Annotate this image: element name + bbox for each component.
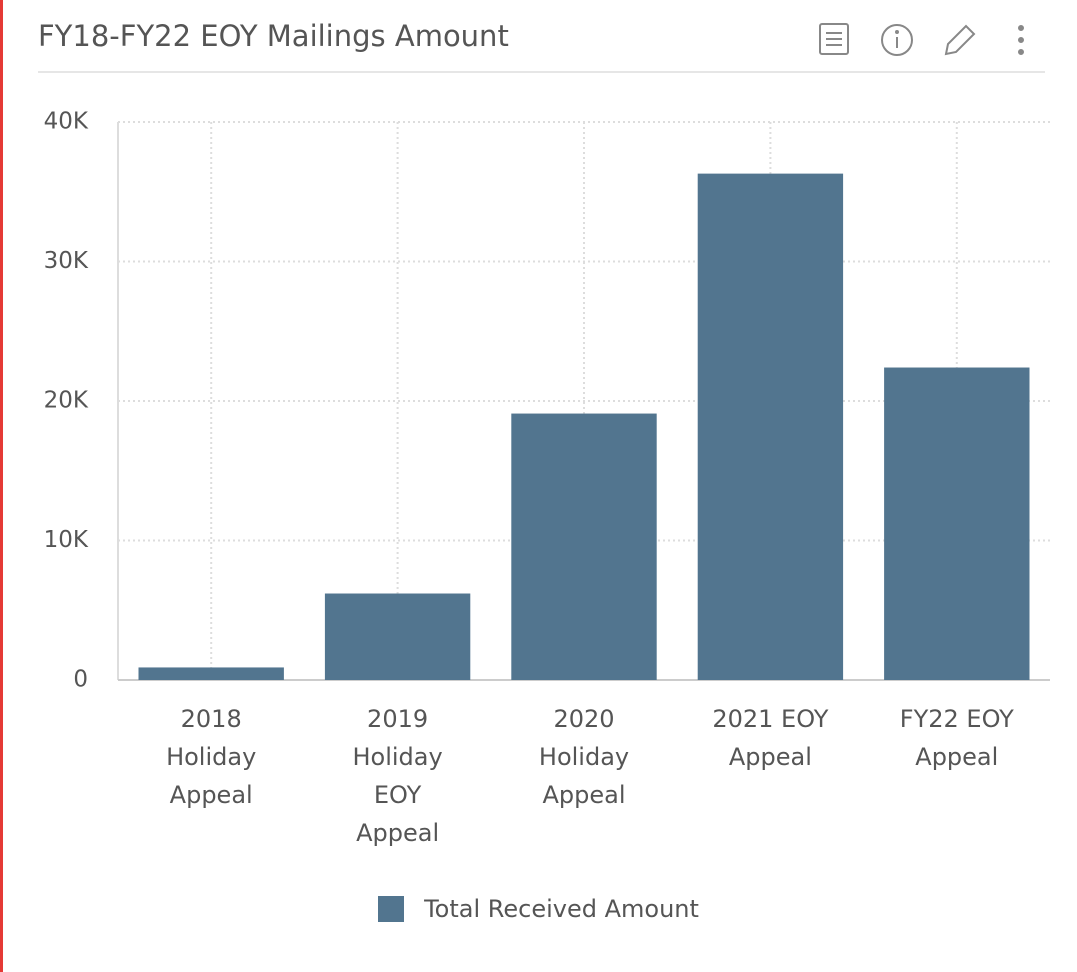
bar <box>324 593 471 680</box>
x-tick-label: 2018 Holiday Appeal <box>166 705 257 809</box>
info-icon[interactable] <box>881 24 913 56</box>
y-tick-label: 10K <box>44 527 89 553</box>
x-tick-label: 2021 EOY Appeal <box>712 705 829 771</box>
bar <box>884 367 1030 680</box>
legend-label: Total Received Amount <box>424 895 699 923</box>
legend: Total Received Amount <box>0 895 1077 923</box>
legend-swatch <box>378 896 405 922</box>
y-tick-label: 40K <box>44 109 89 135</box>
bar <box>697 173 844 681</box>
bar <box>138 667 284 680</box>
y-tick-label: 30K <box>44 248 89 274</box>
menu-icon[interactable] <box>1018 25 1024 31</box>
x-tick-label: FY22 EOY Appeal <box>899 705 1014 771</box>
edit-icon[interactable] <box>944 24 976 56</box>
report-icon[interactable] <box>819 23 849 55</box>
toolbar-icons[interactable] <box>819 23 1024 56</box>
bar <box>511 413 657 680</box>
y-tick-label: 20K <box>44 388 89 414</box>
left-border <box>0 0 3 972</box>
x-tick-label: 2020 Holiday Appeal <box>538 705 630 809</box>
y-tick-label: 0 <box>73 667 88 693</box>
x-tick-label: 2019 Holiday EOY Appeal <box>352 705 443 847</box>
chart-title: FY18-FY22 EOY Mailings Amount <box>38 19 509 53</box>
